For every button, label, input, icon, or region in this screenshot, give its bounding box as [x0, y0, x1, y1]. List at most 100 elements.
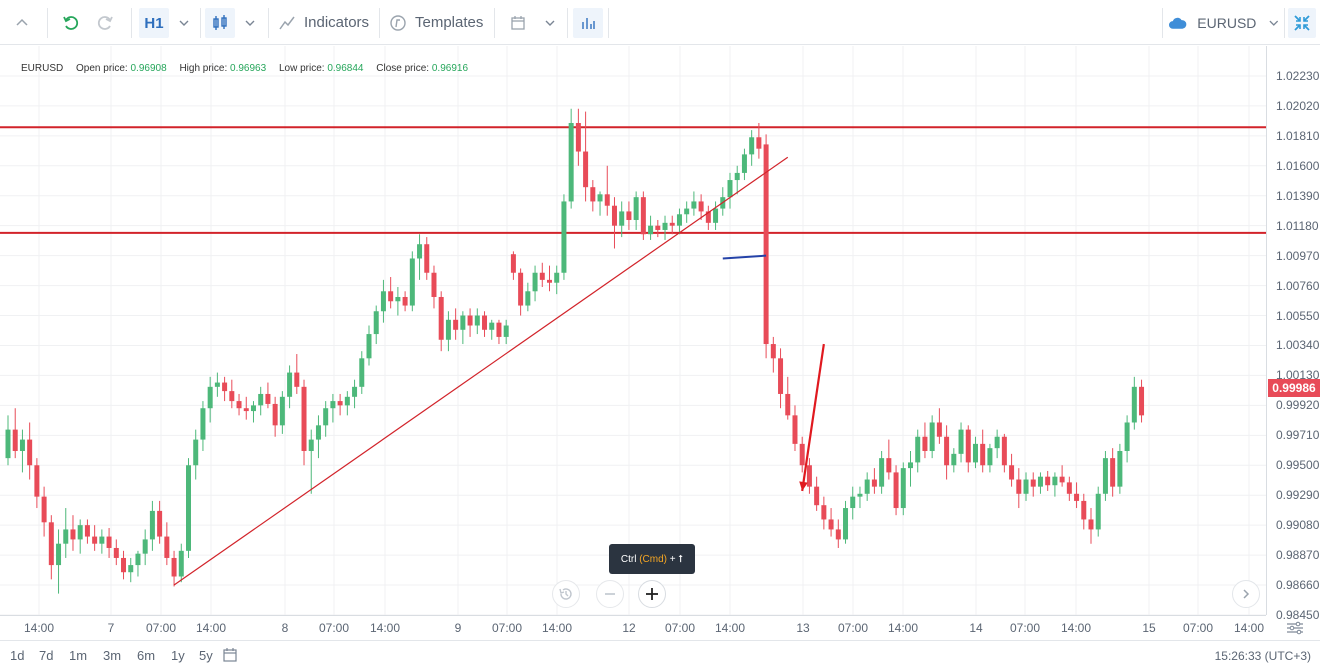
axis-settings-icon[interactable] [1283, 617, 1307, 639]
candle-body [1059, 476, 1065, 483]
price-tick-label: 1.02020 [1276, 98, 1320, 113]
calendar-icon[interactable] [505, 0, 531, 45]
candle-body [352, 386, 358, 397]
time-tick-label: 14:00 [23, 621, 55, 635]
candle-body [806, 465, 812, 487]
candle-body [438, 296, 444, 340]
candlestick-type-icon[interactable] [205, 8, 235, 38]
indicators-button[interactable]: Indicators [278, 0, 373, 45]
candle-body [561, 201, 567, 273]
range-7d[interactable]: 7d [39, 648, 54, 663]
range-1d[interactable]: 1d [10, 648, 25, 663]
candles [5, 108, 1145, 594]
reset-zoom-button[interactable] [552, 580, 580, 608]
candle-body [958, 429, 964, 454]
range-6m[interactable]: 6m [137, 648, 156, 663]
candle-body [157, 510, 163, 537]
low-price-label: Low price: [278, 63, 325, 74]
price-tick-label: 1.00340 [1276, 338, 1320, 353]
candle-body [778, 358, 784, 394]
candle-body [12, 429, 18, 452]
candle-body [539, 272, 545, 280]
candle-body [243, 408, 249, 412]
candle-body [821, 505, 827, 520]
symbol-chevron-down-icon [1269, 20, 1279, 26]
collapse-chevron-icon[interactable] [6, 0, 38, 45]
timeframe-button[interactable]: H1 [139, 8, 169, 38]
range-1m[interactable]: 1m [69, 648, 88, 663]
zoom-in-button[interactable] [638, 580, 666, 608]
time-tick-label: 14:00 [714, 621, 746, 635]
candle-body [547, 279, 552, 283]
price-tick-label: 0.99500 [1276, 458, 1320, 473]
candle-body [1001, 436, 1007, 466]
templates-label: Templates [415, 14, 484, 31]
candle-body [149, 510, 155, 540]
candle-body [1016, 479, 1022, 494]
toolbar-divider [131, 8, 132, 38]
time-tick-label: 14:00 [887, 621, 919, 635]
range-5y[interactable]: 5y [199, 648, 213, 663]
candle-body [633, 197, 639, 220]
zoom-out-button[interactable] [596, 580, 624, 608]
price-chart[interactable] [0, 46, 1266, 615]
drawings [173, 156, 825, 586]
candle-body [705, 211, 711, 223]
candle-body [503, 325, 509, 337]
candle-body [676, 214, 682, 226]
undo-icon[interactable] [56, 0, 86, 45]
candle-body [417, 244, 423, 259]
clock: 15:26:33 (UTC+3) [1214, 649, 1311, 663]
price-tick-label: 0.98870 [1276, 548, 1320, 563]
candle-body [648, 225, 654, 235]
candle-body [467, 315, 473, 326]
range-1y[interactable]: 1y [171, 648, 185, 663]
chart-type-chevron-down-icon[interactable] [240, 0, 260, 45]
candle-body [489, 322, 495, 330]
date-range-calendar-icon[interactable] [221, 644, 239, 666]
range-3m[interactable]: 3m [103, 648, 122, 663]
candle-body [879, 458, 885, 487]
symbol-selector[interactable]: EURUSD [1168, 0, 1280, 45]
candle-body [1131, 386, 1137, 423]
candle-body [27, 439, 33, 466]
candle-body [56, 543, 62, 566]
candle-body [301, 386, 307, 452]
timeframe-chevron-down-icon[interactable] [174, 0, 194, 45]
price-tick-label: 1.01180 [1276, 218, 1319, 233]
candle-body [698, 201, 704, 212]
fullscreen-icon[interactable] [1288, 8, 1316, 38]
time-tick-label: 14 [969, 621, 983, 635]
candle-body [749, 137, 755, 155]
candle-body [864, 479, 870, 494]
candle-body [619, 211, 625, 226]
candle-body [1117, 451, 1123, 487]
candle-body [893, 472, 899, 509]
candle-body [453, 319, 459, 330]
price-axis[interactable] [1266, 46, 1320, 615]
candle-body [193, 439, 199, 466]
scroll-right-button[interactable] [1232, 580, 1260, 608]
candle-body [734, 172, 740, 181]
candle-body [915, 436, 921, 463]
open-price-value: 0.96908 [130, 63, 167, 74]
candle-body [987, 448, 993, 466]
templates-button[interactable]: Templates [389, 0, 489, 45]
time-axis[interactable] [0, 615, 1266, 640]
time-tick-label: 14:00 [369, 621, 401, 635]
candle-body [525, 291, 531, 306]
candle-body [814, 486, 820, 506]
candle-body [741, 154, 747, 173]
candle-body [142, 539, 148, 554]
volume-bars-icon[interactable] [573, 8, 603, 38]
candle-body [388, 291, 394, 302]
marker-segment [722, 254, 767, 260]
candle-body [294, 372, 300, 387]
candle-body [1124, 422, 1130, 452]
calendar-chevron-down-icon[interactable] [540, 0, 560, 45]
redo-icon[interactable] [90, 0, 120, 45]
time-tick-label: 8 [281, 621, 289, 635]
candle-body [279, 396, 285, 426]
price-tick-label: 0.98660 [1276, 578, 1320, 593]
candle-body [402, 296, 408, 306]
